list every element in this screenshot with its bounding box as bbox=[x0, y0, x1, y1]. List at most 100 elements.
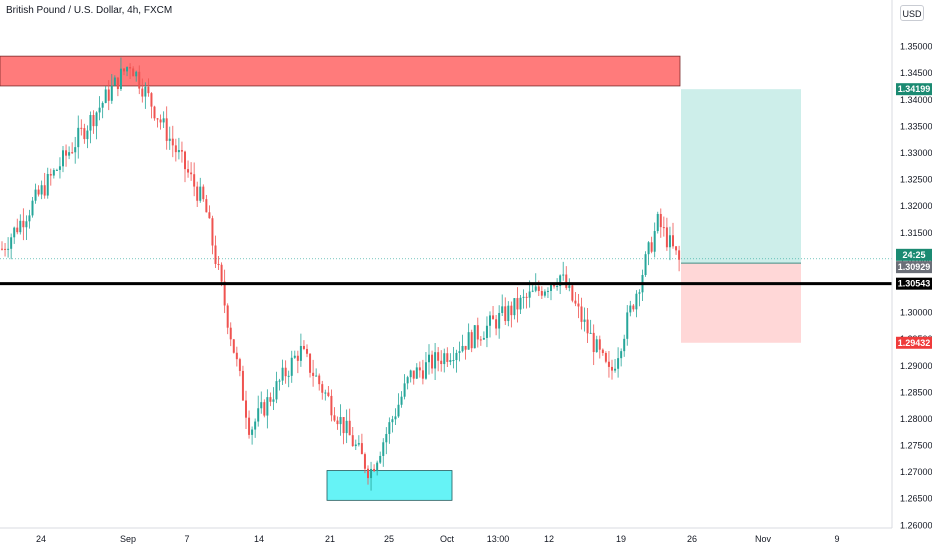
candle bbox=[196, 181, 199, 207]
candle bbox=[293, 350, 296, 359]
candle bbox=[586, 307, 589, 343]
candle bbox=[40, 180, 43, 200]
target-zone[interactable] bbox=[681, 89, 801, 264]
candle bbox=[470, 329, 473, 353]
candle bbox=[135, 70, 138, 82]
time-tick-label: 19 bbox=[616, 534, 626, 544]
candle bbox=[321, 380, 324, 400]
price-tag: 1.29432 bbox=[896, 336, 932, 349]
candle bbox=[177, 137, 180, 160]
candle bbox=[489, 311, 491, 338]
candle bbox=[290, 350, 293, 383]
candle bbox=[406, 375, 409, 390]
candle bbox=[1, 241, 3, 251]
svg-text:1.30929: 1.30929 bbox=[898, 262, 931, 272]
candle bbox=[287, 370, 290, 388]
candle bbox=[659, 208, 662, 238]
candle bbox=[589, 319, 592, 334]
candle bbox=[397, 393, 400, 418]
candle bbox=[52, 168, 55, 179]
time-tick-label: Oct bbox=[440, 534, 455, 544]
candle bbox=[25, 215, 28, 240]
candle bbox=[540, 286, 543, 300]
candle bbox=[263, 399, 266, 418]
candle bbox=[495, 314, 498, 336]
price-tick-label: 1.32000 bbox=[900, 201, 932, 211]
candle bbox=[168, 126, 171, 150]
candle bbox=[388, 417, 391, 444]
candle bbox=[641, 269, 644, 302]
price-tick-label: 1.26000 bbox=[900, 520, 932, 530]
candle bbox=[620, 348, 623, 367]
candle bbox=[431, 350, 434, 374]
time-tick-label: 26 bbox=[687, 534, 697, 544]
candle bbox=[623, 334, 626, 357]
candle bbox=[302, 340, 305, 351]
candle bbox=[184, 150, 186, 183]
price-tag: 1.30543 bbox=[896, 277, 932, 290]
price-tick-label: 1.35000 bbox=[900, 42, 932, 52]
candle bbox=[46, 167, 49, 199]
candle bbox=[7, 237, 10, 258]
candle bbox=[360, 433, 363, 455]
demand-zone[interactable] bbox=[326, 470, 453, 501]
candle bbox=[611, 359, 613, 380]
candle bbox=[31, 196, 34, 218]
candle bbox=[479, 336, 482, 346]
stop-zone[interactable] bbox=[681, 263, 801, 343]
candle bbox=[74, 136, 77, 164]
candle bbox=[434, 342, 437, 381]
candle bbox=[245, 390, 247, 429]
time-tick-label: 14 bbox=[254, 534, 264, 544]
candle bbox=[199, 177, 202, 203]
candle bbox=[363, 452, 366, 474]
candle bbox=[281, 359, 284, 386]
candle bbox=[257, 395, 260, 427]
candles-group bbox=[1, 57, 681, 491]
candle bbox=[190, 162, 193, 181]
candle bbox=[251, 426, 254, 445]
candle bbox=[626, 305, 629, 346]
candle bbox=[464, 345, 467, 360]
candle bbox=[522, 289, 525, 309]
candle bbox=[132, 66, 135, 77]
candle bbox=[546, 287, 549, 299]
candle bbox=[614, 359, 617, 373]
candle bbox=[424, 352, 427, 380]
supply-zone[interactable] bbox=[0, 55, 681, 87]
price-tag: 24:25 bbox=[896, 248, 932, 261]
candle bbox=[162, 111, 165, 129]
candle bbox=[269, 392, 272, 407]
candle bbox=[678, 245, 681, 272]
time-tick-label: 21 bbox=[325, 534, 335, 544]
time-axis[interactable]: 24 Sep 7 14 21 25 Oct 13:00 12 19 26 Nov 9 bbox=[36, 534, 840, 544]
price-tick-label: 1.34500 bbox=[900, 68, 932, 78]
candle bbox=[665, 217, 668, 251]
price-tick-label: 1.32500 bbox=[900, 175, 932, 185]
candle bbox=[312, 359, 315, 387]
candle bbox=[656, 211, 659, 234]
candle bbox=[525, 292, 528, 309]
candle bbox=[129, 63, 132, 79]
candle bbox=[562, 261, 565, 281]
currency-button[interactable]: USD bbox=[900, 5, 924, 21]
candle bbox=[126, 66, 129, 77]
candle bbox=[565, 266, 568, 290]
candle bbox=[299, 333, 302, 367]
candle bbox=[501, 294, 504, 317]
candle bbox=[315, 368, 318, 377]
candle bbox=[248, 410, 251, 439]
chart-title: British Pound / U.S. Dollar, 4h, FXCM bbox=[6, 5, 173, 16]
candle bbox=[504, 297, 507, 325]
time-tick-label: 24 bbox=[36, 534, 46, 544]
candle bbox=[412, 370, 415, 385]
candle bbox=[226, 303, 229, 335]
svg-text:1.34199: 1.34199 bbox=[898, 84, 931, 94]
candle bbox=[65, 144, 68, 167]
candle bbox=[238, 357, 241, 377]
candle bbox=[607, 350, 610, 378]
candle bbox=[232, 338, 235, 354]
candle bbox=[205, 194, 208, 213]
candle bbox=[89, 111, 92, 144]
